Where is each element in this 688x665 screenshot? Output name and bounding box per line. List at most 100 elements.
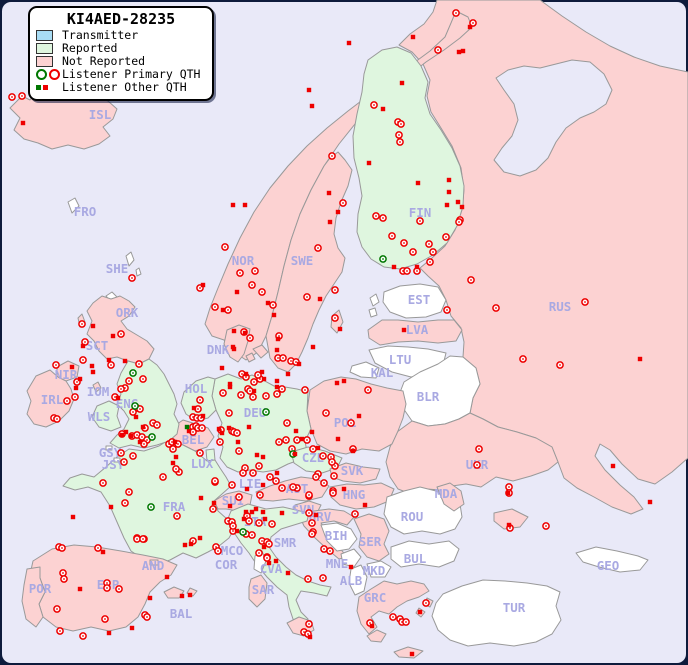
country-label-hol: HOL [185, 381, 208, 396]
listener-other-qth-marker [610, 463, 616, 469]
listener-primary-qth-marker-dot [248, 520, 250, 522]
listener-primary-qth-marker-dot [303, 631, 305, 633]
listener-primary-qth-marker-dot [392, 616, 394, 618]
legend-box: KI4AED-28235 Transmitter Reported Not Re… [28, 6, 214, 101]
country-crimea[interactable] [493, 508, 529, 530]
country-pol[interactable] [306, 376, 407, 455]
listener-other-qth-marker [271, 312, 277, 318]
listener-primary-qth-marker-dot [151, 436, 153, 438]
listener-primary-qth-marker-dot [172, 448, 174, 450]
listener-primary-qth-marker-dot [176, 515, 178, 517]
country-fro[interactable] [67, 197, 80, 214]
listener-primary-qth-marker-dot [114, 396, 116, 398]
listener-primary-qth-marker-dot [559, 364, 561, 366]
listener-primary-qth-marker-dot [437, 49, 439, 51]
listener-primary-qth-marker-dot [331, 461, 333, 463]
listener-other-qth-marker [73, 385, 79, 391]
reported-swatch [36, 42, 62, 54]
country-crete[interactable] [393, 646, 424, 659]
country-est[interactable] [368, 307, 378, 318]
country-label-rou: ROU [401, 509, 424, 524]
listener-other-qth-marker [647, 499, 653, 505]
listener-primary-qth-marker-dot [308, 623, 310, 625]
country-kal[interactable] [349, 361, 380, 379]
country-mne[interactable] [340, 548, 362, 568]
listener-primary-qth-marker-dot [128, 380, 130, 382]
country-ukr[interactable] [385, 412, 559, 495]
listener-primary-qth-marker-dot [354, 513, 356, 515]
country-bih[interactable] [320, 522, 358, 552]
country-alb[interactable] [348, 564, 368, 596]
listener-primary-qth-marker-dot [268, 543, 270, 545]
country-label-and: AND [142, 558, 165, 573]
country-blr[interactable] [398, 355, 481, 427]
listener-other-qth-marker [133, 414, 139, 420]
country-por[interactable] [21, 566, 46, 628]
listener-primary-qth-marker-dot [156, 424, 158, 426]
country-swe[interactable] [265, 151, 353, 373]
country-and[interactable] [149, 559, 159, 566]
country-grc[interactable] [366, 629, 387, 643]
country-she[interactable] [125, 251, 135, 267]
legend-square-marker-icon [36, 84, 41, 90]
listener-primary-qth-marker-dot [242, 531, 244, 533]
listener-primary-qth-marker-dot [82, 359, 84, 361]
listener-other-qth-marker [309, 103, 315, 109]
country-mda[interactable] [436, 482, 465, 512]
country-label-mne: MNE [326, 556, 349, 571]
listener-primary-qth-marker-dot [403, 242, 405, 244]
country-she[interactable] [135, 267, 142, 277]
listener-primary-qth-marker-dot [350, 422, 352, 424]
country-sar[interactable] [248, 574, 268, 608]
country-dnk[interactable] [245, 352, 256, 363]
country-label-cor: COR [215, 557, 238, 572]
listener-other-qth-marker [106, 630, 112, 636]
country-label-por: POR [29, 581, 52, 596]
country-iom[interactable] [92, 381, 102, 393]
country-est[interactable] [369, 293, 380, 307]
listener-other-qth-marker [227, 384, 233, 390]
listener-other-qth-marker [220, 307, 226, 313]
listener-primary-qth-marker-dot [123, 461, 125, 463]
country-ser[interactable] [353, 513, 390, 562]
listener-other-qth-marker [299, 436, 305, 442]
country-grc[interactable] [356, 580, 430, 635]
listener-other-qth-marker [100, 549, 106, 555]
country-wls[interactable] [91, 400, 122, 432]
country-white_sea[interactable] [493, 59, 613, 177]
listener-primary-qth-marker-dot [56, 418, 58, 420]
country-mkd[interactable] [366, 560, 392, 578]
listener-primary-qth-marker-dot [282, 357, 284, 359]
listener-other-qth-marker [219, 365, 225, 371]
listener-primary-qth-marker-dot [214, 480, 216, 482]
listener-primary-qth-marker-dot [416, 270, 418, 272]
country-bul[interactable] [390, 540, 460, 568]
listener-primary-qth-marker-dot [241, 373, 243, 375]
listener-primary-qth-marker-dot [332, 492, 334, 494]
country-geo[interactable] [575, 546, 649, 573]
listener-other-qth-marker [637, 356, 643, 362]
country-tur[interactable] [431, 579, 562, 647]
country-dnk[interactable] [252, 344, 269, 359]
country-sct[interactable] [86, 295, 155, 365]
listener-other-qth-marker [106, 357, 112, 363]
other-qth-marker-icon [36, 84, 62, 90]
listener-other-qth-marker [69, 364, 75, 370]
listener-primary-qth-marker-dot [106, 587, 108, 589]
listener-other-qth-marker [170, 460, 176, 466]
country-gsy[interactable] [105, 445, 113, 451]
listener-other-qth-marker [327, 219, 333, 225]
listener-other-qth-marker [182, 542, 188, 548]
country-jsy[interactable] [113, 457, 121, 463]
listener-other-qth-marker [77, 586, 83, 592]
listener-other-qth-marker [274, 347, 280, 353]
country-label-alb: ALB [340, 573, 363, 588]
country-lva[interactable] [367, 319, 463, 346]
country-irl[interactable] [26, 369, 75, 428]
listener-other-qth-marker [123, 429, 129, 435]
listener-other-qth-marker [415, 180, 421, 186]
listener-primary-qth-marker-dot [240, 394, 242, 396]
country-est[interactable] [382, 283, 447, 319]
